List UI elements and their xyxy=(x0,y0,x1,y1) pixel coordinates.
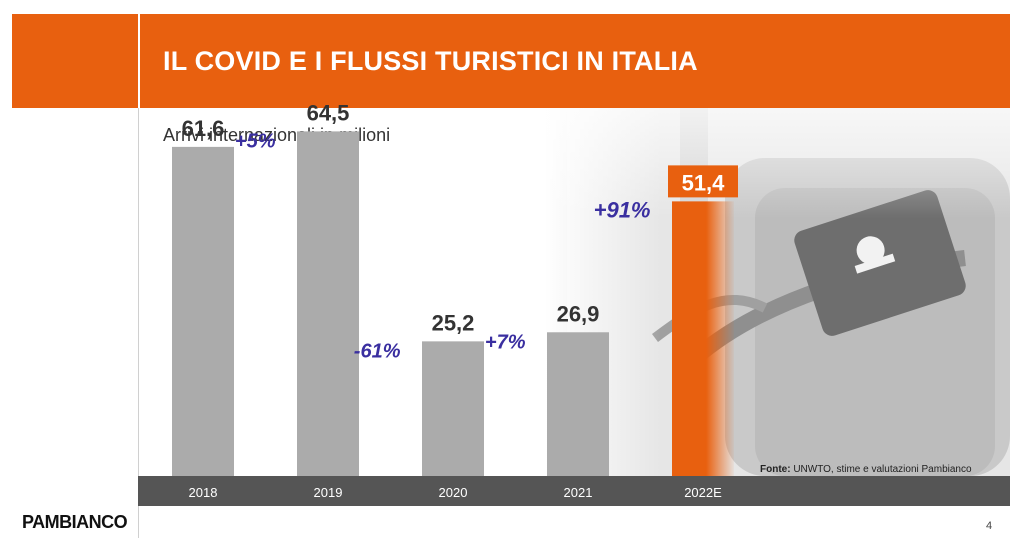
x-tick-2020: 2020 xyxy=(439,485,468,500)
change-label-3: +7% xyxy=(485,331,526,353)
x-tick-2018: 2018 xyxy=(189,485,218,500)
bar-2019 xyxy=(297,131,359,476)
page-title: IL COVID E I FLUSSI TURISTICI IN ITALIA xyxy=(163,46,698,76)
value-label-2022E: 51,4 xyxy=(682,170,726,195)
bar-2022E xyxy=(672,201,734,476)
bar-2021 xyxy=(547,332,609,476)
source-text: UNWTO, stime e valutazioni Pambianco xyxy=(790,464,972,475)
change-label-2: -61% xyxy=(354,340,401,362)
pambianco-logo: PAMBIANCO xyxy=(22,512,128,532)
bar-2018 xyxy=(172,146,234,476)
source-label: Fonte: xyxy=(760,464,791,475)
change-label-1: +5% xyxy=(235,130,276,152)
bars xyxy=(172,131,734,476)
x-tick-labels: 2018 2019 2020 2021 2022E xyxy=(189,485,723,500)
x-tick-2022E: 2022E xyxy=(684,485,722,500)
header-band xyxy=(12,14,1010,108)
x-axis-band xyxy=(138,476,1010,506)
page-number: 4 xyxy=(986,520,993,532)
bar-2020 xyxy=(422,341,484,476)
value-label-2019: 64,5 xyxy=(307,100,350,125)
source-note: Fonte: UNWTO, stime e valutazioni Pambia… xyxy=(760,464,972,475)
value-label-2018: 61,6 xyxy=(182,116,225,141)
value-label-2021: 26,9 xyxy=(557,301,600,326)
value-labels: 61,6 64,5 25,2 26,9 51,4 xyxy=(182,100,738,335)
header-divider xyxy=(138,14,140,108)
value-label-bg-2022E xyxy=(668,165,738,198)
x-tick-2021: 2021 xyxy=(564,485,593,500)
value-label-2020: 25,2 xyxy=(432,310,475,335)
x-tick-2019: 2019 xyxy=(314,485,343,500)
change-label-4: +91% xyxy=(594,197,651,222)
suitcase-photo xyxy=(545,108,1010,476)
side-rule xyxy=(138,108,139,538)
change-labels: +5% -61% +7% +91% xyxy=(235,130,651,362)
